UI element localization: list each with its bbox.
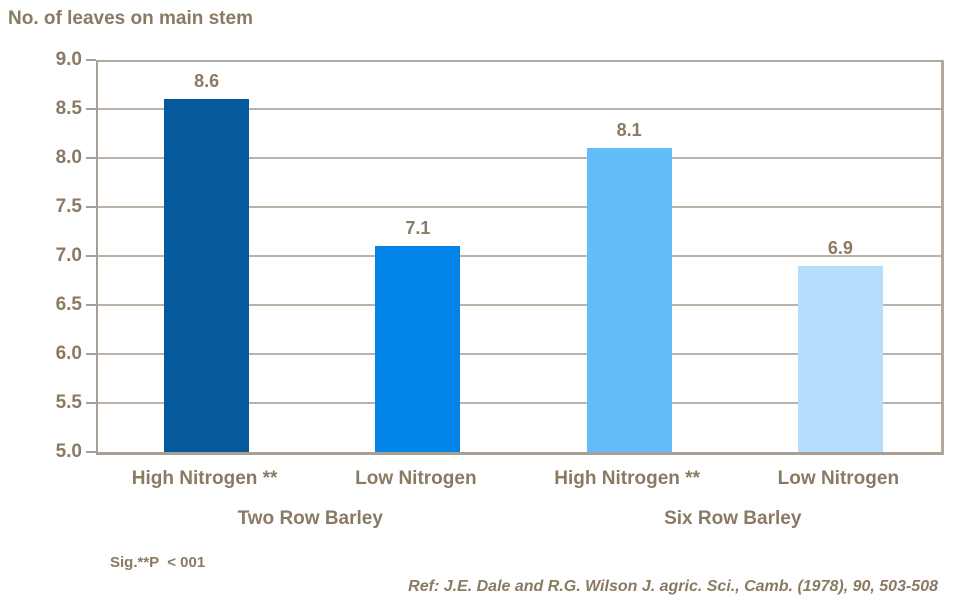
gridline <box>98 157 941 159</box>
x-axis-group-label: Six Row Barley <box>664 508 802 529</box>
y-axis-tick-label: 7.5 <box>55 196 82 217</box>
y-axis-tick-label: 8.5 <box>55 98 82 119</box>
x-axis-category-label: High Nitrogen ** <box>131 468 278 489</box>
y-axis-tick-label: 8.0 <box>55 147 82 168</box>
x-axis-category-label: High Nitrogen ** <box>554 468 700 489</box>
y-axis-tick-mark <box>86 255 96 257</box>
y-axis-tick-label: 9.0 <box>55 49 82 70</box>
bar-value-label: 6.9 <box>827 238 853 258</box>
y-axis-tick-mark <box>86 402 96 404</box>
y-axis-tick-label: 5.0 <box>55 441 82 462</box>
gridline <box>98 255 941 257</box>
chart-title: No. of leaves on main stem <box>8 8 253 29</box>
x-axis-category-label: Low Nitrogen <box>777 468 900 489</box>
y-axis-tick-mark <box>86 157 96 159</box>
bar <box>798 266 883 452</box>
x-axis-group-label: Two Row Barley <box>237 508 383 529</box>
x-axis-category-label: Low Nitrogen <box>355 468 477 489</box>
gridline <box>98 108 941 110</box>
y-axis-tick-mark <box>86 108 96 110</box>
y-axis-tick-mark <box>86 353 96 355</box>
y-axis-tick-mark <box>86 59 96 61</box>
y-axis-tick-label: 7.0 <box>55 245 82 266</box>
bar <box>164 99 249 452</box>
y-axis-tick-label: 5.5 <box>55 392 82 413</box>
reference-footnote: Ref: J.E. Dale and R.G. Wilson J. agric.… <box>408 578 938 595</box>
y-axis-tick-mark <box>86 304 96 306</box>
bar-value-label: 8.1 <box>616 120 642 140</box>
gridline <box>98 402 941 404</box>
bar <box>587 148 672 452</box>
plot-area: 8.6 7.1 8.1 6.9 <box>96 60 944 455</box>
significance-footnote: Sig.**P < 001 <box>110 554 206 571</box>
bar-value-label: 7.1 <box>405 218 431 238</box>
bar-value-label: 8.6 <box>194 71 220 91</box>
bar <box>375 246 460 452</box>
y-axis-tick-label: 6.5 <box>55 294 82 315</box>
y-axis-tick-label: 6.0 <box>55 343 82 364</box>
gridline <box>98 353 941 355</box>
gridline <box>98 304 941 306</box>
y-axis-tick-mark <box>86 206 96 208</box>
gridline <box>98 206 941 208</box>
y-axis-tick-mark <box>86 451 96 453</box>
